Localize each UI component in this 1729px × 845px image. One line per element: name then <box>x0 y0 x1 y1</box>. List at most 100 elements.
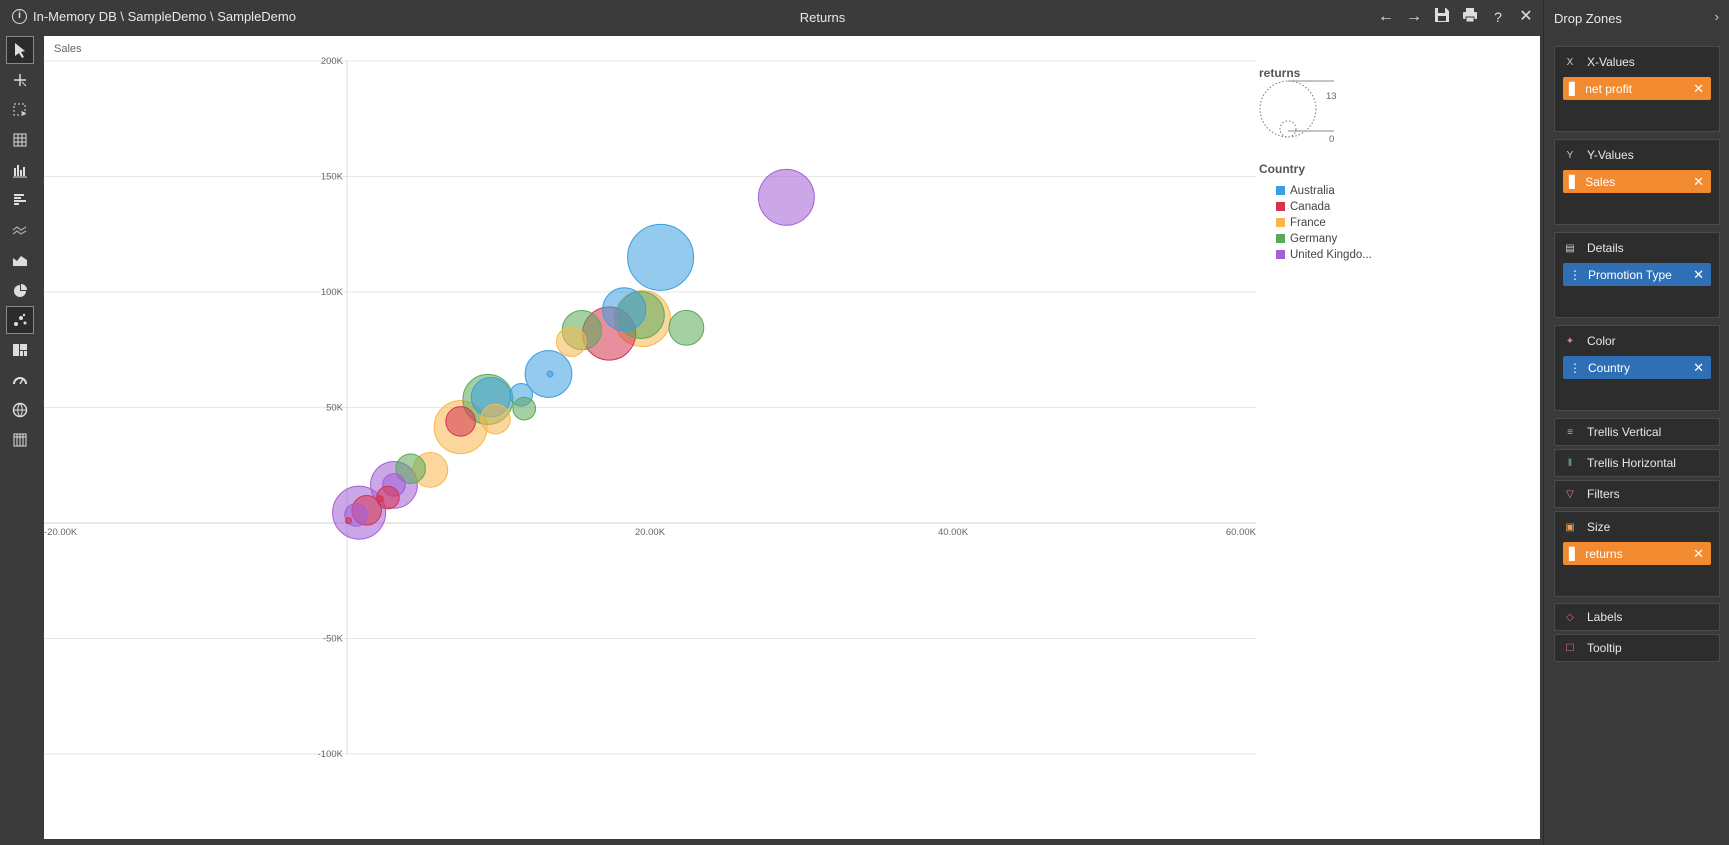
y-tick-label: 200K <box>321 56 344 67</box>
zone-label: Labels <box>1587 610 1623 624</box>
size-legend-max-circle <box>1259 80 1317 138</box>
legend-item: United Kingdo... <box>1290 249 1372 261</box>
dimension-icon: ⋮ <box>1569 267 1581 282</box>
field-label: Country <box>1588 360 1631 375</box>
x-tick-label: 60.00K <box>1226 527 1257 538</box>
page-title: Returns <box>799 10 846 25</box>
treemap-icon[interactable] <box>6 336 34 364</box>
bubble-point <box>555 326 587 357</box>
close-icon[interactable]: ✕ <box>1519 8 1533 25</box>
print-icon[interactable] <box>1461 7 1479 27</box>
back-arrow-icon[interactable]: ← <box>1378 8 1394 25</box>
field-pill-sales[interactable]: ▋ Sales ✕ <box>1563 170 1711 193</box>
bubble-point <box>395 453 426 484</box>
bubble-point <box>376 495 384 503</box>
legend-item: Germany <box>1290 233 1338 245</box>
breadcrumb[interactable]: i In-Memory DB \ SampleDemo \ SampleDemo <box>12 9 296 24</box>
pie-chart-icon[interactable] <box>6 276 34 304</box>
bubble-point <box>546 370 554 378</box>
pointer-icon[interactable] <box>6 36 34 64</box>
y-tick-label: 100K <box>321 287 344 298</box>
remove-field-icon[interactable]: ✕ <box>1693 81 1704 96</box>
collapse-chevron-icon[interactable]: › <box>1714 9 1719 24</box>
color-palette-icon: ✦ <box>1565 335 1575 347</box>
breadcrumb-text[interactable]: In-Memory DB \ SampleDemo \ SampleDemo <box>33 9 296 24</box>
info-icon[interactable]: i <box>12 9 27 24</box>
zone-labels[interactable]: ◇ Labels <box>1554 603 1720 631</box>
details-icon: ▤ <box>1565 242 1575 254</box>
field-label: Promotion Type <box>1588 267 1672 282</box>
trellis-horizontal-icon: ‖ <box>1567 457 1573 469</box>
zone-label: Filters <box>1587 487 1620 501</box>
zone-details[interactable]: ▤ Details ⋮ Promotion Type ✕ <box>1554 232 1720 318</box>
remove-field-icon[interactable]: ✕ <box>1693 267 1704 282</box>
zone-trellis-vertical[interactable]: ≡ Trellis Vertical <box>1554 418 1720 446</box>
zone-label: X-Values <box>1587 55 1635 69</box>
zone-label: Tooltip <box>1587 641 1622 655</box>
bubble-point <box>445 406 476 437</box>
zone-label: Y-Values <box>1587 148 1634 162</box>
crosshair-icon[interactable] <box>6 66 34 94</box>
scatter-chart[interactable]: 200K 150K 100K 50K -50K -100K -20.00K 20.00K 40.… <box>44 36 1540 839</box>
legend-swatch <box>1276 250 1285 259</box>
bubble-point <box>512 396 537 421</box>
zone-y-values[interactable]: Y Y-Values ▋ Sales ✕ <box>1554 139 1720 225</box>
zone-x-values[interactable]: X X-Values ▋ net profit ✕ <box>1554 46 1720 132</box>
zone-label: Color <box>1587 334 1616 348</box>
drop-zones-header: Drop Zones › <box>1544 0 1729 36</box>
zone-label: Trellis Vertical <box>1587 425 1662 439</box>
x-tick-label: -20.00K <box>44 527 78 538</box>
field-pill-country[interactable]: ⋮ Country ✕ <box>1563 356 1711 379</box>
table-icon[interactable] <box>6 126 34 154</box>
select-region-icon[interactable] <box>6 96 34 124</box>
column-chart-icon[interactable] <box>6 156 34 184</box>
bubble-point <box>480 403 511 435</box>
pivot-grid-icon[interactable] <box>6 426 34 454</box>
legend-item: Australia <box>1290 185 1335 197</box>
save-icon[interactable] <box>1433 7 1451 27</box>
legend-swatch <box>1276 202 1285 211</box>
zone-label: Details <box>1587 241 1624 255</box>
y-tick-label: -50K <box>323 634 344 645</box>
x-tick-label: 40.00K <box>938 527 969 538</box>
dimension-icon: ⋮ <box>1569 360 1581 375</box>
field-pill-returns[interactable]: ▋ returns ✕ <box>1563 542 1711 565</box>
tag-icon: ◇ <box>1566 611 1574 623</box>
line-chart-icon[interactable] <box>6 216 34 244</box>
zone-filters[interactable]: ▽ Filters <box>1554 480 1720 508</box>
area-chart-icon[interactable] <box>6 246 34 274</box>
zone-tooltip[interactable]: ☐ Tooltip <box>1554 634 1720 662</box>
legend-swatch <box>1276 186 1285 195</box>
field-pill-promotion-type[interactable]: ⋮ Promotion Type ✕ <box>1563 263 1711 286</box>
size-legend-max-label: 13 <box>1326 91 1337 102</box>
size-legend-title: returns <box>1259 66 1301 80</box>
zone-trellis-horizontal[interactable]: ‖ Trellis Horizontal <box>1554 449 1720 477</box>
field-pill-net-profit[interactable]: ▋ net profit ✕ <box>1563 77 1711 100</box>
zone-label: Size <box>1587 520 1611 534</box>
bubble-point <box>376 485 400 510</box>
forward-arrow-icon[interactable]: → <box>1406 8 1422 25</box>
color-legend-title: Country <box>1259 162 1305 176</box>
chart-canvas[interactable]: Sales 200K 150K 100K 50K -50K -100K -20.00K 20.… <box>44 36 1540 839</box>
field-label: returns <box>1585 546 1623 561</box>
y-axis-title: Sales <box>54 43 82 55</box>
gauge-icon[interactable] <box>6 366 34 394</box>
remove-field-icon[interactable]: ✕ <box>1693 360 1704 375</box>
remove-field-icon[interactable]: ✕ <box>1693 546 1704 561</box>
bar-chart-icon[interactable] <box>6 186 34 214</box>
size-icon: ▣ <box>1565 521 1575 533</box>
remove-field-icon[interactable]: ✕ <box>1693 174 1704 189</box>
size-legend-min-label: 0 <box>1329 134 1334 145</box>
legend-item: Canada <box>1290 201 1331 213</box>
measure-icon: ▋ <box>1569 546 1579 561</box>
zone-color[interactable]: ✦ Color ⋮ Country ✕ <box>1554 325 1720 411</box>
legend-swatch <box>1276 234 1285 243</box>
trellis-vertical-icon: ≡ <box>1567 426 1573 438</box>
bubble-point <box>757 168 815 226</box>
map-icon[interactable] <box>6 396 34 424</box>
zone-size[interactable]: ▣ Size ▋ returns ✕ <box>1554 511 1720 597</box>
bubble-point <box>627 223 695 291</box>
help-icon[interactable]: ? <box>1494 9 1502 25</box>
scatter-chart-icon[interactable] <box>6 306 34 334</box>
title-bar: i In-Memory DB \ SampleDemo \ SampleDemo… <box>0 0 1543 36</box>
